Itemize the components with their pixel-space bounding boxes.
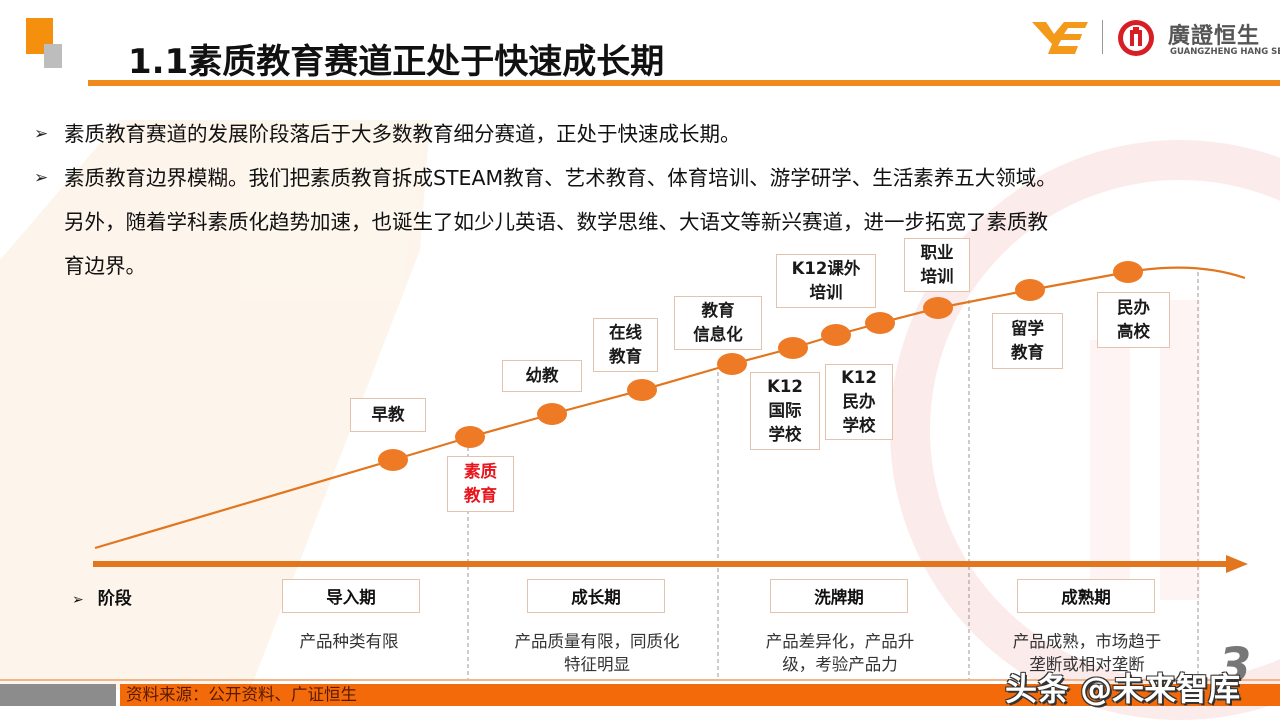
stage-desc-maturity: 产品成熟，市场趋于 垄断或相对垄断	[987, 630, 1187, 676]
node-label-text: 幼教	[525, 366, 559, 385]
arrow-bullet-icon: ➢	[72, 592, 84, 608]
bullet-continuation: 育边界。	[34, 244, 1254, 288]
bullet-item: ➢ 素质教育赛道的发展阶段落后于大多数教育细分赛道，正处于快速成长期。	[34, 112, 1254, 156]
node-label-text: 教育	[609, 347, 642, 366]
stage-desc-line: 产品种类有限	[299, 632, 399, 651]
logo-brand-en: GUANGZHENG HANG SENG	[1170, 47, 1280, 57]
bullet-list: ➢ 素质教育赛道的发展阶段落后于大多数教育细分赛道，正处于快速成长期。 ➢ 素质…	[34, 112, 1254, 288]
bullet-continuation: 另外，随着学科素质化趋势加速，也诞生了如少儿英语、数学思维、大语文等新兴赛道，进…	[34, 200, 1254, 244]
logo-separator	[1102, 20, 1103, 54]
footer-bar	[120, 684, 1280, 706]
node-label-text: 早教	[371, 405, 405, 424]
footer-divider	[0, 679, 1280, 681]
node-label-online-education: 在线 教育	[593, 318, 658, 372]
node-label-study-abroad: 留学 教育	[992, 313, 1063, 369]
node-label-quality-education: 素质 教育	[447, 456, 514, 512]
stage-row-label: ➢ 阶段	[72, 584, 132, 609]
node-label-text: 素质	[464, 462, 497, 481]
arrow-bullet-icon: ➢	[34, 124, 49, 144]
stage-desc-introduction: 产品种类有限	[249, 630, 449, 653]
curve-nodes	[378, 261, 1143, 471]
footer-gray-block	[0, 684, 116, 706]
title-underline	[88, 80, 1280, 86]
node-label-text: 在线	[609, 323, 642, 342]
node-label-preschool: 幼教	[502, 360, 582, 392]
node-label-text: 信息化	[693, 325, 743, 344]
node-label-text: 留学	[1011, 319, 1044, 338]
node-label-k12-tutoring: K12课外 培训	[776, 254, 876, 308]
logo-brand-cn: 廣證恒生	[1168, 24, 1261, 49]
growth-curve	[94, 266, 1246, 550]
title-decoration-gray	[44, 44, 62, 68]
stage-desc-line: 特征明显	[564, 655, 630, 674]
node-label-text: K12	[841, 368, 877, 387]
node-label-text: 教育	[464, 486, 497, 505]
stage-desc-line: 级，考验产品力	[782, 655, 898, 674]
watermark-text: 头条 @未来智库	[1005, 670, 1241, 708]
node-label-text: 学校	[842, 416, 876, 435]
bullet-text: 另外，随着学科素质化趋势加速，也诞生了如少儿英语、数学思维、大语文等新兴赛道，进…	[64, 210, 1048, 234]
stage-box-maturity: 成熟期	[1017, 579, 1155, 613]
stage-dividers	[467, 272, 1199, 680]
stage-name: 成长期	[571, 588, 621, 607]
node-label-text: 培训	[920, 267, 954, 286]
node-label-text: 民办	[842, 392, 876, 411]
stage-box-shakeout: 洗牌期	[770, 579, 908, 613]
bullet-text: 素质教育赛道的发展阶段落后于大多数教育细分赛道，正处于快速成长期。	[64, 122, 741, 146]
node-label-text: 教育	[1011, 343, 1044, 362]
stage-row-label-text: 阶段	[97, 589, 132, 609]
node-label-early-education: 早教	[350, 398, 426, 432]
stage-box-growth: 成长期	[527, 579, 665, 613]
bullet-text: 素质教育边界模糊。我们把素质教育拆成STEAM教育、艺术教育、体育培训、游学研学…	[64, 166, 1057, 190]
stage-name: 导入期	[326, 588, 376, 607]
stage-name: 成熟期	[1061, 588, 1111, 607]
stage-desc-shakeout: 产品差异化，产品升 级，考验产品力	[740, 630, 940, 676]
hang-seng-emblem-icon	[1118, 20, 1154, 56]
node-label-text: K12	[767, 377, 803, 396]
node-label-text: 国际	[768, 401, 802, 420]
stage-desc-line: 垄断或相对垄断	[1029, 655, 1145, 674]
ye-logo-icon	[1032, 22, 1088, 54]
stage-desc-line: 产品成熟，市场趋于	[1012, 632, 1162, 651]
node-label-text: 学校	[768, 425, 802, 444]
node-label-text: K12课外	[791, 259, 861, 278]
node-label-text: 教育	[701, 301, 735, 320]
node-label-k12-international-school: K12 国际 学校	[750, 372, 820, 450]
stage-name: 洗牌期	[814, 588, 864, 607]
stage-desc-line: 产品差异化，产品升	[765, 632, 915, 651]
timeline-axis	[93, 561, 1228, 567]
source-note: 资料来源：公开资料、广证恒生	[126, 685, 357, 704]
node-label-text: 高校	[1117, 322, 1150, 341]
stage-box-introduction: 导入期	[282, 579, 420, 613]
page-number: 3	[1218, 638, 1252, 694]
stage-desc-growth: 产品质量有限，同质化 特征明显	[497, 630, 697, 676]
timeline-arrowhead-icon	[1226, 555, 1248, 573]
node-label-text: 职业	[920, 243, 954, 262]
node-label-text: 民办	[1117, 298, 1150, 317]
company-logo: 廣證恒生 GUANGZHENG HANG SENG	[1030, 16, 1280, 62]
node-label-k12-private-school: K12 民办 学校	[825, 364, 893, 440]
page-title: 1.1素质教育赛道正处于快速成长期	[128, 42, 665, 82]
node-label-private-university: 民办 高校	[1097, 292, 1170, 348]
bullet-item: ➢ 素质教育边界模糊。我们把素质教育拆成STEAM教育、艺术教育、体育培训、游学…	[34, 156, 1254, 200]
arrow-bullet-icon: ➢	[34, 168, 49, 188]
node-label-vocational-training: 职业 培训	[904, 238, 970, 292]
stage-desc-line: 产品质量有限，同质化	[514, 632, 680, 651]
node-label-education-it: 教育 信息化	[674, 296, 762, 350]
bullet-text: 育边界。	[64, 254, 146, 278]
node-label-text: 培训	[809, 283, 843, 302]
